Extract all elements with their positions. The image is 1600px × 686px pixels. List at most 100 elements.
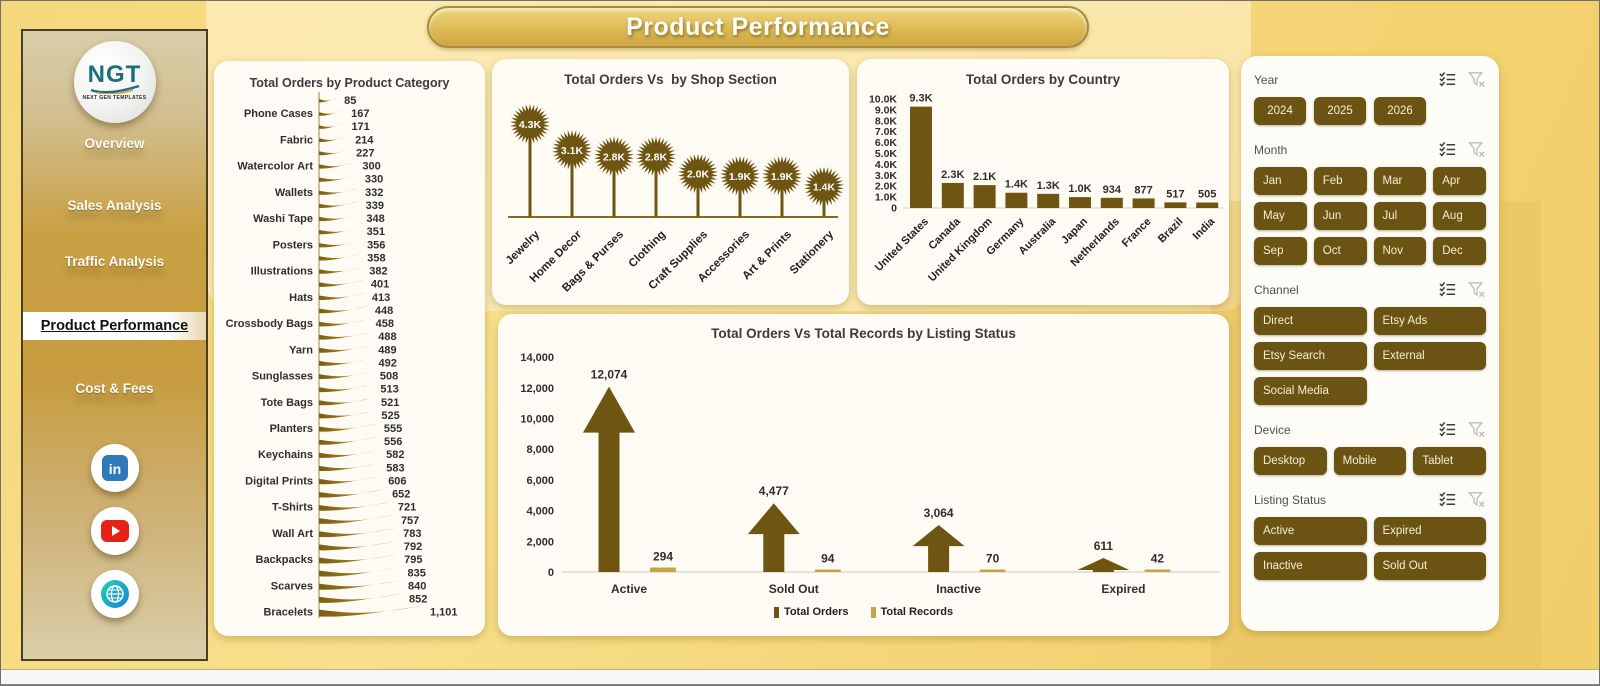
ribbon-bar[interactable] <box>319 240 362 248</box>
ribbon-bar[interactable] <box>319 305 369 314</box>
slicer-option-apr[interactable]: Apr <box>1433 167 1486 195</box>
ribbon-bar[interactable] <box>319 97 339 103</box>
ribbon-bar[interactable] <box>319 423 378 432</box>
slicer-option-jun[interactable]: Jun <box>1313 202 1367 230</box>
ribbon-bar[interactable] <box>319 162 357 169</box>
orders-arrow[interactable] <box>1077 558 1130 572</box>
ribbon-bar[interactable] <box>319 397 375 406</box>
ribbon-bar[interactable] <box>319 449 381 458</box>
slicer-option-2026[interactable]: 2026 <box>1374 97 1426 125</box>
country-bar[interactable] <box>973 185 996 208</box>
slicer-option-may[interactable]: May <box>1254 202 1307 230</box>
ribbon-bar[interactable] <box>319 541 398 551</box>
ribbon-bar[interactable] <box>319 319 370 327</box>
slicer-option-sep[interactable]: Sep <box>1254 237 1307 265</box>
ribbon-bar[interactable] <box>319 149 351 156</box>
sidebar-item-product-performance[interactable]: Product Performance <box>23 312 206 340</box>
starburst-marker[interactable] <box>510 104 550 144</box>
slicer-option-direct[interactable]: Direct <box>1254 307 1367 335</box>
country-bar[interactable] <box>1037 193 1060 208</box>
clear-filter-icon[interactable] <box>1467 280 1486 299</box>
records-bar[interactable] <box>650 567 676 572</box>
ribbon-bar[interactable] <box>319 110 346 116</box>
slicer-option-mobile[interactable]: Mobile <box>1333 447 1407 475</box>
country-bar[interactable] <box>1069 197 1091 208</box>
country-bar[interactable] <box>910 106 932 208</box>
ribbon-bar[interactable] <box>319 136 350 143</box>
sidebar-item-sales-analysis[interactable]: Sales Analysis <box>67 198 162 213</box>
slicer-option-feb[interactable]: Feb <box>1313 167 1367 195</box>
records-bar[interactable] <box>814 569 841 573</box>
slicer-option-jan[interactable]: Jan <box>1254 167 1307 195</box>
ribbon-bar[interactable] <box>319 527 398 538</box>
slicer-option-sold-out[interactable]: Sold Out <box>1373 552 1486 580</box>
starburst-marker[interactable] <box>552 130 592 170</box>
country-bar[interactable] <box>1100 197 1123 208</box>
select-all-icon[interactable] <box>1438 420 1457 439</box>
records-bar[interactable] <box>1144 569 1171 573</box>
ribbon-bar[interactable] <box>319 501 392 511</box>
ribbon-bar[interactable] <box>319 567 402 577</box>
country-bar[interactable] <box>941 182 964 208</box>
ribbon-bar[interactable] <box>319 227 361 235</box>
ribbon-bar[interactable] <box>319 332 373 340</box>
country-bar[interactable] <box>1164 202 1187 208</box>
slicer-option-oct[interactable]: Oct <box>1313 237 1367 265</box>
slicer-option-jul[interactable]: Jul <box>1373 202 1427 230</box>
select-all-icon[interactable] <box>1438 140 1457 159</box>
ribbon-bar[interactable] <box>319 605 424 617</box>
ribbon-bar[interactable] <box>319 292 366 301</box>
country-bar[interactable] <box>1005 192 1028 208</box>
sidebar-item-traffic-analysis[interactable]: Traffic Analysis <box>64 254 165 269</box>
sidebar-item-cost-fees[interactable]: Cost & Fees <box>75 381 154 396</box>
slicer-option-social-media[interactable]: Social Media <box>1254 377 1367 405</box>
slicer-option-2025[interactable]: 2025 <box>1314 97 1366 125</box>
slicer-option-tablet[interactable]: Tablet <box>1413 447 1486 475</box>
sidebar-item-overview[interactable]: Overview <box>84 136 145 151</box>
slicer-option-external[interactable]: External <box>1373 342 1486 370</box>
starburst-marker[interactable] <box>720 155 760 196</box>
ribbon-bar[interactable] <box>319 371 374 380</box>
slicer-option-desktop[interactable]: Desktop <box>1254 447 1327 475</box>
slicer-option-mar[interactable]: Mar <box>1373 167 1427 195</box>
ribbon-bar[interactable] <box>319 410 376 419</box>
starburst-marker[interactable] <box>762 155 802 196</box>
ribbon-bar[interactable] <box>319 580 402 590</box>
slicer-option-etsy-search[interactable]: Etsy Search <box>1254 342 1367 370</box>
ribbon-bar[interactable] <box>319 175 359 182</box>
ribbon-bar[interactable] <box>319 384 375 393</box>
ribbon-bar[interactable] <box>319 358 373 366</box>
legend-item-total-records[interactable]: Total Records <box>870 606 953 618</box>
ribbon-bar[interactable] <box>319 188 359 195</box>
slicer-option-expired[interactable]: Expired <box>1373 517 1486 545</box>
starburst-marker[interactable] <box>636 136 676 177</box>
slicer-option-2024[interactable]: 2024 <box>1254 97 1306 125</box>
orders-arrow[interactable] <box>912 524 965 572</box>
linkedin-button[interactable]: in <box>90 444 139 492</box>
clear-filter-icon[interactable] <box>1467 420 1486 439</box>
ribbon-bar[interactable] <box>319 201 360 208</box>
select-all-icon[interactable] <box>1438 490 1457 509</box>
orders-arrow[interactable] <box>583 386 635 572</box>
country-bar[interactable] <box>1132 198 1155 208</box>
ribbon-bar[interactable] <box>319 476 383 485</box>
slicer-option-etsy-ads[interactable]: Etsy Ads <box>1373 307 1486 335</box>
ribbon-bar[interactable] <box>319 214 361 222</box>
starburst-marker[interactable] <box>594 136 634 177</box>
ribbon-bar[interactable] <box>319 345 373 353</box>
orders-arrow[interactable] <box>747 503 800 572</box>
ribbon-bar[interactable] <box>319 253 362 261</box>
slicer-option-active[interactable]: Active <box>1254 517 1367 545</box>
ribbon-bar[interactable] <box>319 266 364 274</box>
website-button[interactable] <box>90 570 139 618</box>
select-all-icon[interactable] <box>1438 280 1457 299</box>
ribbon-bar[interactable] <box>319 436 378 445</box>
starburst-marker[interactable] <box>678 153 718 194</box>
ribbon-bar[interactable] <box>319 489 387 498</box>
country-bar[interactable] <box>1196 202 1219 208</box>
clear-filter-icon[interactable] <box>1467 490 1486 509</box>
slicer-option-inactive[interactable]: Inactive <box>1254 552 1367 580</box>
legend-item-total-orders[interactable]: Total Orders <box>773 606 849 618</box>
ribbon-bar[interactable] <box>319 462 381 472</box>
clear-filter-icon[interactable] <box>1467 70 1486 89</box>
